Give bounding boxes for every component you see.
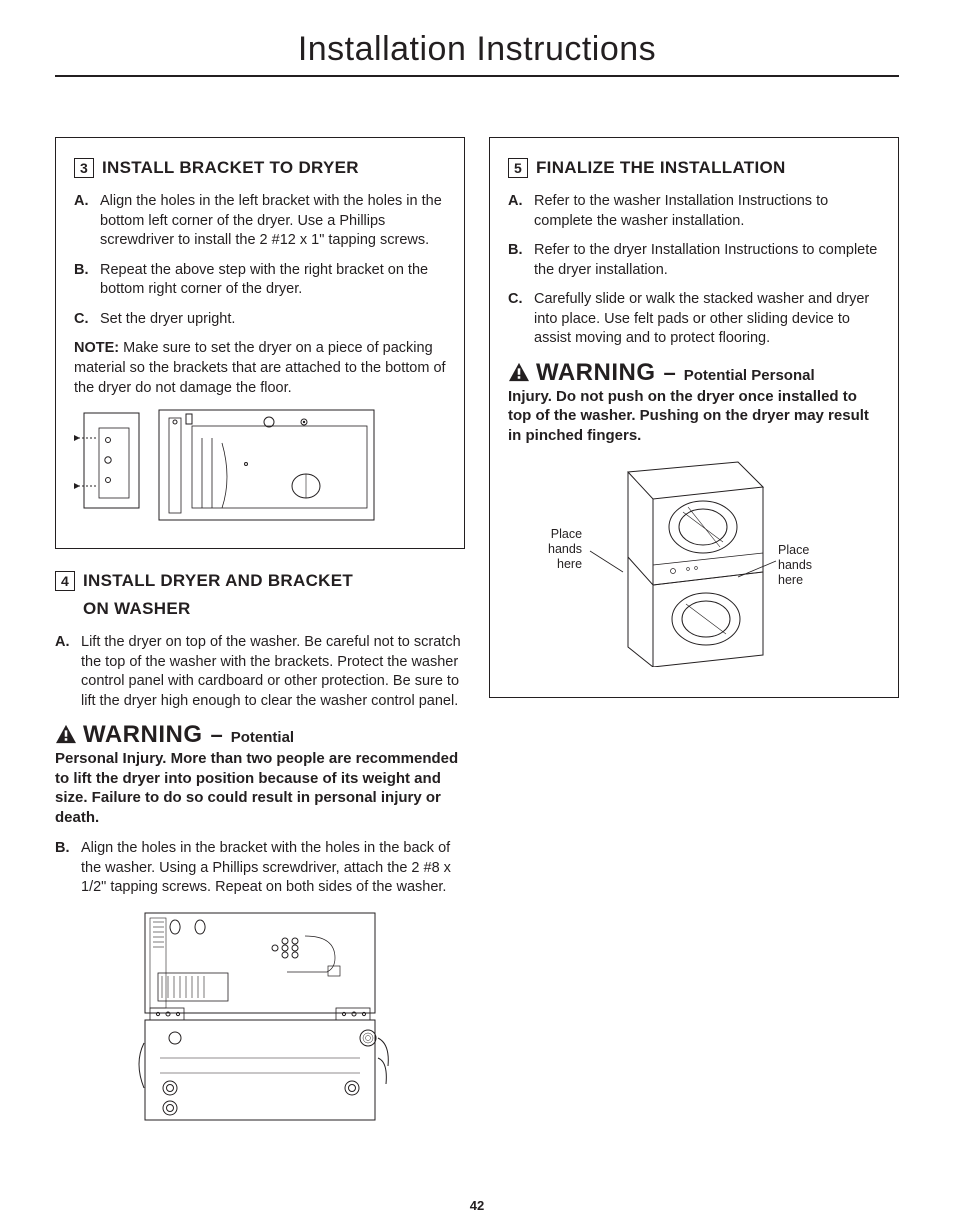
step5-b-label: B. [508, 241, 526, 280]
step5-item-b: B. Refer to the dryer Installation Instr… [508, 241, 880, 280]
step4-warning: WARNING – Potential Personal Injury. Mor… [55, 721, 465, 827]
step3-b-text: Repeat the above step with the right bra… [100, 261, 446, 300]
step3-a-label: A. [74, 192, 92, 251]
step5-c-label: C. [508, 290, 526, 349]
step4-heading-line1: INSTALL DRYER AND BRACKET [83, 571, 353, 591]
left-column: 3 INSTALL BRACKET TO DRYER A. Align the … [55, 137, 465, 1128]
step3-item-b: B. Repeat the above step with the right … [74, 261, 446, 300]
step3-list: A. Align the holes in the left bracket w… [74, 192, 446, 329]
step3-number: 3 [74, 158, 94, 178]
step4-figure [55, 908, 465, 1128]
step4-warning-word: WARNING [83, 721, 203, 749]
step5-warning-header: WARNING – Potential Personal [508, 359, 880, 387]
step4-a-label: A. [55, 633, 73, 711]
bracket-diagram-icon [74, 408, 384, 528]
step3-a-text: Align the holes in the left bracket with… [100, 192, 446, 251]
hands-label-right: Placehandshere [778, 543, 812, 588]
step4-item-b: B. Align the holes in the bracket with t… [55, 839, 465, 898]
page-number: 42 [0, 1198, 954, 1213]
step3-b-label: B. [74, 261, 92, 300]
step5-heading: 5 FINALIZE THE INSTALLATION [508, 158, 880, 178]
step4-heading: 4 INSTALL DRYER AND BRACKET ON WASHER [55, 571, 465, 619]
step5-list: A. Refer to the washer Installation Inst… [508, 192, 880, 349]
step4-warning-dash: – [211, 722, 223, 748]
step3-item-c: C. Set the dryer upright. [74, 310, 446, 330]
step5-box: 5 FINALIZE THE INSTALLATION A. Refer to … [489, 137, 899, 698]
step3-c-label: C. [74, 310, 92, 330]
step5-warning-body: Injury. Do not push on the dryer once in… [508, 387, 880, 446]
step4-b-text: Align the holes in the bracket with the … [81, 839, 465, 898]
step4-list-a: A. Lift the dryer on top of the washer. … [55, 633, 465, 711]
step5-a-label: A. [508, 192, 526, 231]
warning-triangle-icon [55, 724, 77, 744]
step5-number: 5 [508, 158, 528, 178]
step5-warning: WARNING – Potential Personal Injury. Do … [508, 359, 880, 446]
step3-box: 3 INSTALL BRACKET TO DRYER A. Align the … [55, 137, 465, 549]
hands-label-left: Placehandshere [548, 527, 582, 572]
step4-list-b: B. Align the holes in the bracket with t… [55, 839, 465, 898]
step4-warning-header: WARNING – Potential [55, 721, 465, 749]
step3-heading: 3 INSTALL BRACKET TO DRYER [74, 158, 446, 178]
step5-warning-dash: – [664, 360, 676, 386]
step5-warning-lead: Potential Personal [684, 366, 815, 386]
washer-dryer-rear-icon [120, 908, 400, 1128]
page-title: Installation Instructions [55, 30, 899, 69]
step5-a-text: Refer to the washer Installation Instruc… [534, 192, 880, 231]
step4-item-a: A. Lift the dryer on top of the washer. … [55, 633, 465, 711]
step4-a-text: Lift the dryer on top of the washer. Be … [81, 633, 465, 711]
title-rule [55, 75, 899, 77]
step4-number: 4 [55, 571, 75, 591]
step5-item-c: C. Carefully slide or walk the stacked w… [508, 290, 880, 349]
step5-c-text: Carefully slide or walk the stacked wash… [534, 290, 880, 349]
step3-figure [74, 408, 446, 528]
step4-warning-lead: Potential [231, 728, 294, 748]
step3-note-text: Make sure to set the dryer on a piece of… [74, 340, 446, 395]
step5-heading-text: FINALIZE THE INSTALLATION [536, 158, 786, 178]
step5-figure: Placehandshere Placehandshere [508, 457, 880, 677]
step5-item-a: A. Refer to the washer Installation Inst… [508, 192, 880, 231]
step3-c-text: Set the dryer upright. [100, 310, 235, 330]
step4-heading-line2: ON WASHER [83, 599, 465, 619]
right-column: 5 FINALIZE THE INSTALLATION A. Refer to … [489, 137, 899, 1128]
step3-heading-text: INSTALL BRACKET TO DRYER [102, 158, 359, 178]
step3-item-a: A. Align the holes in the left bracket w… [74, 192, 446, 251]
step3-note: NOTE: Make sure to set the dryer on a pi… [74, 339, 446, 398]
step4-b-label: B. [55, 839, 73, 898]
warning-triangle-icon [508, 362, 530, 382]
step3-note-label: NOTE: [74, 340, 119, 356]
step5-b-text: Refer to the dryer Installation Instruct… [534, 241, 880, 280]
step5-warning-word: WARNING [536, 359, 656, 387]
step4-warning-body: Personal Injury. More than two people ar… [55, 749, 465, 827]
content-columns: 3 INSTALL BRACKET TO DRYER A. Align the … [55, 137, 899, 1128]
step4-section: 4 INSTALL DRYER AND BRACKET ON WASHER A.… [55, 571, 465, 1128]
